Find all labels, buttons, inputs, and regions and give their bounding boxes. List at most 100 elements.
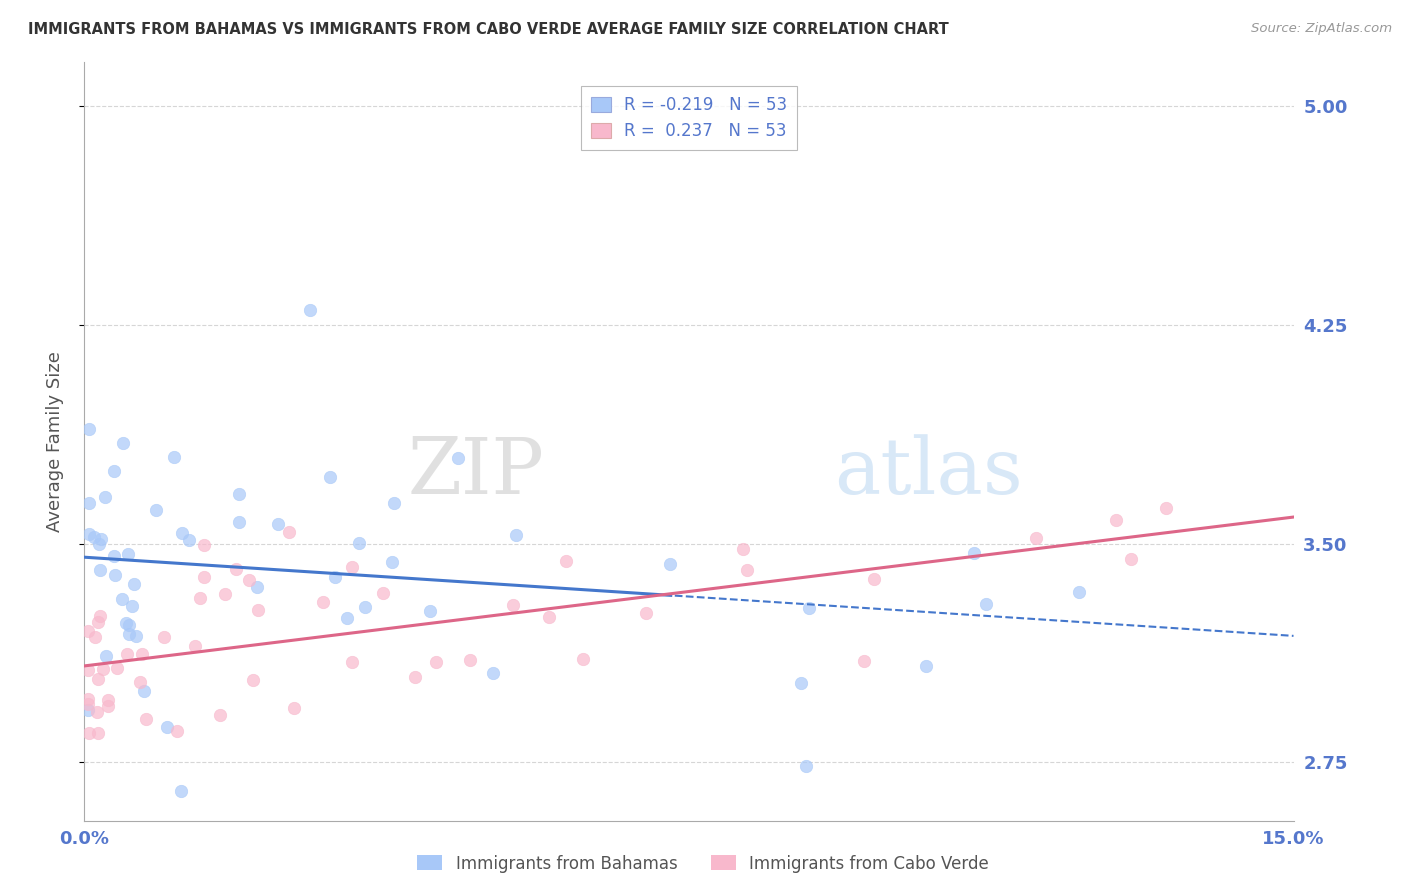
Point — [135, 712, 157, 726]
Point — [179, 533, 201, 547]
Point — [152, 630, 174, 644]
Point — [228, 487, 250, 501]
Point — [115, 647, 138, 661]
Point — [87, 615, 110, 629]
Point — [554, 554, 576, 568]
Point — [110, 592, 132, 607]
Point — [83, 630, 105, 644]
Point — [87, 672, 110, 686]
Point — [482, 665, 505, 680]
Point — [97, 699, 120, 714]
Point — [733, 542, 755, 557]
Text: ZIP: ZIP — [408, 434, 544, 509]
Point — [228, 515, 250, 529]
Point — [458, 653, 481, 667]
Point — [145, 503, 167, 517]
Point — [349, 535, 371, 549]
Point — [77, 496, 100, 510]
Point — [121, 599, 143, 614]
Point — [77, 624, 100, 639]
Point — [267, 516, 290, 531]
Point — [342, 559, 364, 574]
Point — [163, 450, 186, 464]
Point — [118, 618, 141, 632]
Point — [354, 600, 377, 615]
Point — [91, 662, 114, 676]
Point — [93, 490, 115, 504]
Point — [419, 604, 441, 618]
Point — [89, 536, 111, 550]
Point — [86, 705, 108, 719]
Point — [336, 611, 359, 625]
Text: Source: ZipAtlas.com: Source: ZipAtlas.com — [1251, 22, 1392, 36]
Point — [115, 616, 138, 631]
Point — [89, 563, 111, 577]
Point — [505, 528, 527, 542]
Point — [790, 675, 813, 690]
Point — [132, 684, 155, 698]
Point — [124, 629, 146, 643]
Point — [193, 570, 215, 584]
Point — [242, 673, 264, 688]
Point — [852, 654, 875, 668]
Point — [89, 608, 111, 623]
Point — [77, 726, 100, 740]
Point — [342, 655, 364, 669]
Point — [238, 574, 260, 588]
Text: atlas: atlas — [834, 434, 1022, 509]
Point — [170, 526, 193, 541]
Point — [97, 693, 120, 707]
Y-axis label: Average Family Size: Average Family Size — [45, 351, 63, 532]
Point — [208, 708, 231, 723]
Point — [283, 700, 305, 714]
Point — [278, 524, 301, 539]
Point — [112, 436, 135, 450]
Point — [373, 585, 395, 599]
Point — [1119, 551, 1142, 566]
Point — [103, 549, 125, 563]
Legend: R = -0.219   N = 53, R =  0.237   N = 53: R = -0.219 N = 53, R = 0.237 N = 53 — [581, 86, 797, 150]
Point — [131, 647, 153, 661]
Point — [796, 758, 818, 772]
Point — [117, 547, 139, 561]
Point — [634, 606, 657, 620]
Point — [735, 563, 758, 577]
Point — [87, 726, 110, 740]
Point — [128, 675, 150, 690]
Point — [299, 303, 322, 318]
Point — [1025, 531, 1047, 545]
Point — [79, 422, 101, 436]
Point — [225, 562, 247, 576]
Point — [156, 720, 179, 734]
Point — [104, 568, 127, 582]
Point — [425, 656, 447, 670]
Point — [77, 697, 100, 711]
Point — [105, 660, 128, 674]
Point — [323, 570, 346, 584]
Point — [312, 595, 335, 609]
Point — [247, 602, 270, 616]
Point — [77, 526, 100, 541]
Point — [166, 723, 188, 738]
Point — [184, 639, 207, 653]
Point — [319, 470, 342, 484]
Point — [381, 555, 404, 569]
Point — [122, 577, 145, 591]
Text: IMMIGRANTS FROM BAHAMAS VS IMMIGRANTS FROM CABO VERDE AVERAGE FAMILY SIZE CORREL: IMMIGRANTS FROM BAHAMAS VS IMMIGRANTS FR… — [28, 22, 949, 37]
Point — [963, 546, 986, 560]
Point — [77, 663, 100, 677]
Point — [83, 530, 105, 544]
Point — [974, 597, 997, 611]
Point — [77, 703, 100, 717]
Point — [188, 591, 211, 606]
Point — [572, 652, 595, 666]
Legend: Immigrants from Bahamas, Immigrants from Cabo Verde: Immigrants from Bahamas, Immigrants from… — [411, 848, 995, 880]
Point — [103, 464, 125, 478]
Point — [382, 496, 405, 510]
Point — [1154, 501, 1177, 516]
Point — [96, 648, 118, 663]
Point — [170, 784, 193, 798]
Point — [915, 659, 938, 673]
Point — [502, 598, 524, 612]
Point — [446, 450, 468, 465]
